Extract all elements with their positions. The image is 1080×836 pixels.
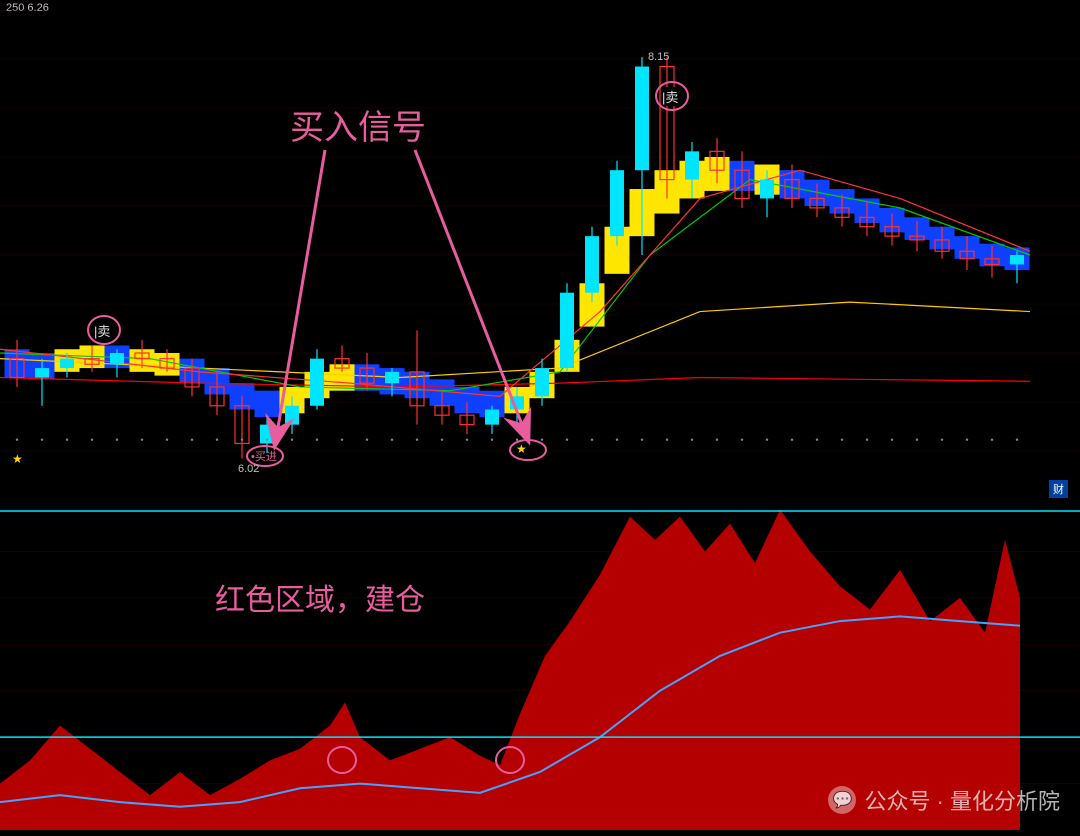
watermark-text: 公众号 · 量化分析院 <box>864 784 1060 816</box>
price-low-label: 6.02 <box>238 463 259 475</box>
buy-badge-0: •买进 <box>251 448 277 464</box>
chart-root: 250 6.26 买入信号 红色区域，建仓 财 💬 公众号 · 量化分析院 8.… <box>0 0 1080 836</box>
sell-badge-0: |卖 <box>94 321 110 340</box>
sell-badge-1: |卖 <box>662 87 678 106</box>
price-high-label: 8.15 <box>648 51 669 63</box>
star-marker-0: ★ <box>12 452 23 466</box>
wechat-icon: 💬 <box>828 786 856 814</box>
indicator-chart[interactable] <box>0 505 1080 830</box>
star-marker-1: ★ <box>516 442 527 456</box>
watermark: 💬 公众号 · 量化分析院 <box>828 784 1060 816</box>
side-label: 财 <box>1049 480 1068 498</box>
candlestick-chart[interactable] <box>0 10 1080 500</box>
